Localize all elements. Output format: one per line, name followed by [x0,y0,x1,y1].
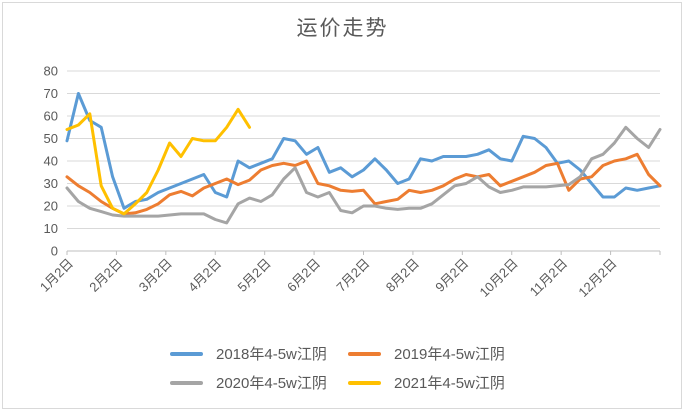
x-axis-label-8月2日: 8月2日 [383,256,422,295]
x-axis-label-3月2日: 3月2日 [136,256,175,295]
legend-label-2021: 2021年4-5w江阴 [394,375,505,392]
x-axis-label-5月2日: 5月2日 [235,256,274,295]
legend-label-2018: 2018年4-5w江阴 [216,346,327,363]
legend-label-2020: 2020年4-5w江阴 [216,375,327,392]
y-axis-label-50: 50 [44,131,58,146]
x-axis-label-11月2日: 11月2日 [527,256,571,300]
legend-swatch-2019 [348,351,381,356]
x-axis-label-9月2日: 9月2日 [432,256,471,295]
x-axis-label-2月2日: 2月2日 [86,256,125,295]
x-axis-label-7月2日: 7月2日 [333,256,372,295]
y-axis-label-20: 20 [44,199,58,214]
y-axis-label-40: 40 [44,154,58,169]
y-axis-label-30: 30 [44,176,58,191]
legend: 2018年4-5w江阴 2019年4-5w江阴 2020年4-5w江阴 2021… [170,343,505,393]
legend-label-2019: 2019年4-5w江阴 [394,346,505,363]
y-axis-label-0: 0 [51,244,58,259]
x-axis-label-10月2日: 10月2日 [477,256,521,300]
legend-swatch-2020 [170,380,203,385]
legend-item-2021[interactable]: 2021年4-5w江阴 [348,372,505,393]
x-axis-label-4月2日: 4月2日 [185,256,224,295]
x-axis-label-12月2日: 12月2日 [575,256,619,300]
legend-item-2019[interactable]: 2019年4-5w江阴 [348,343,505,364]
series-line-2018年4-5w江阴 [65,92,662,210]
y-axis-label-10: 10 [44,221,58,236]
legend-item-2018[interactable]: 2018年4-5w江阴 [170,343,348,364]
legend-swatch-2021 [348,380,381,385]
y-axis-label-80: 80 [44,64,58,79]
series-line-2021年4-5w江阴 [65,107,251,216]
y-axis-label-60: 60 [44,109,58,124]
series-line-2020年4-5w江阴 [65,125,662,225]
x-axis-label-6月2日: 6月2日 [284,256,323,295]
legend-item-2020[interactable]: 2020年4-5w江阴 [170,372,348,393]
x-axis-label-1月2日: 1月2日 [37,256,76,295]
series-line-2019年4-5w江阴 [65,152,662,216]
chart-title: 运价走势 [296,17,389,40]
legend-swatch-2018 [170,351,203,356]
y-axis-label-70: 70 [44,86,58,101]
